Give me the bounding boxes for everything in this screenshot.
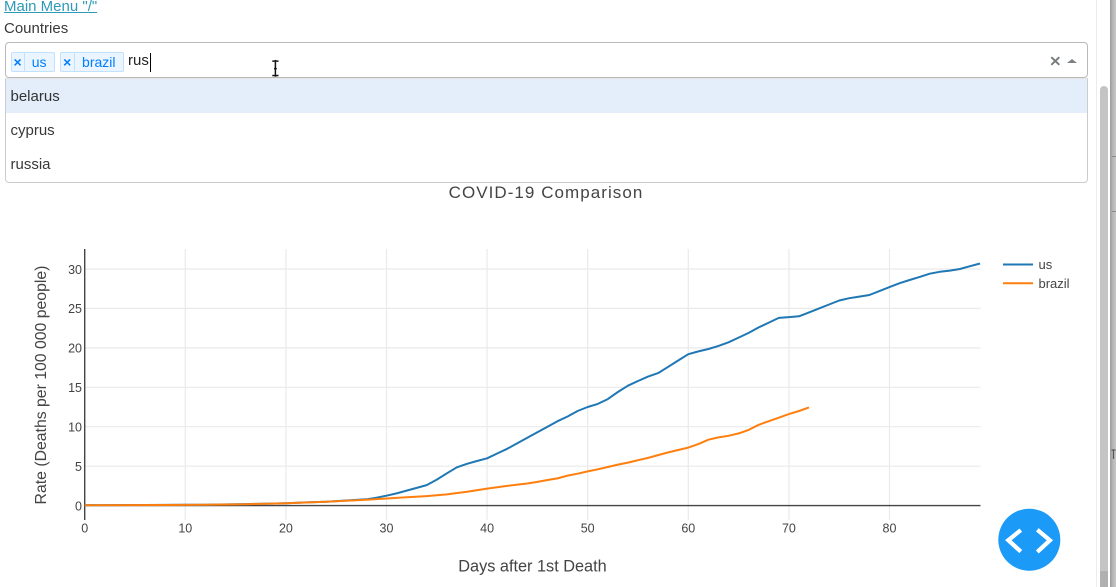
svg-text:10: 10 [178, 522, 192, 536]
svg-text:us: us [1039, 257, 1053, 272]
svg-text:0: 0 [81, 522, 88, 536]
svg-text:15: 15 [68, 381, 82, 395]
svg-text:25: 25 [68, 302, 82, 316]
svg-text:brazil: brazil [1039, 276, 1070, 291]
svg-text:40: 40 [480, 522, 494, 536]
svg-text:20: 20 [279, 522, 293, 536]
svg-text:30: 30 [380, 522, 394, 536]
svg-text:80: 80 [883, 522, 897, 536]
svg-text:60: 60 [681, 522, 695, 536]
svg-text:5: 5 [75, 460, 82, 474]
svg-text:Rate (Deaths per 100 000 peopl: Rate (Deaths per 100 000 people) [33, 266, 50, 505]
svg-text:10: 10 [68, 421, 82, 435]
svg-text:70: 70 [782, 522, 796, 536]
svg-text:20: 20 [68, 342, 82, 356]
svg-text:50: 50 [581, 522, 595, 536]
svg-text:30: 30 [68, 263, 82, 277]
svg-text:Days after 1st Death: Days after 1st Death [458, 558, 606, 576]
svg-text:0: 0 [75, 499, 82, 513]
